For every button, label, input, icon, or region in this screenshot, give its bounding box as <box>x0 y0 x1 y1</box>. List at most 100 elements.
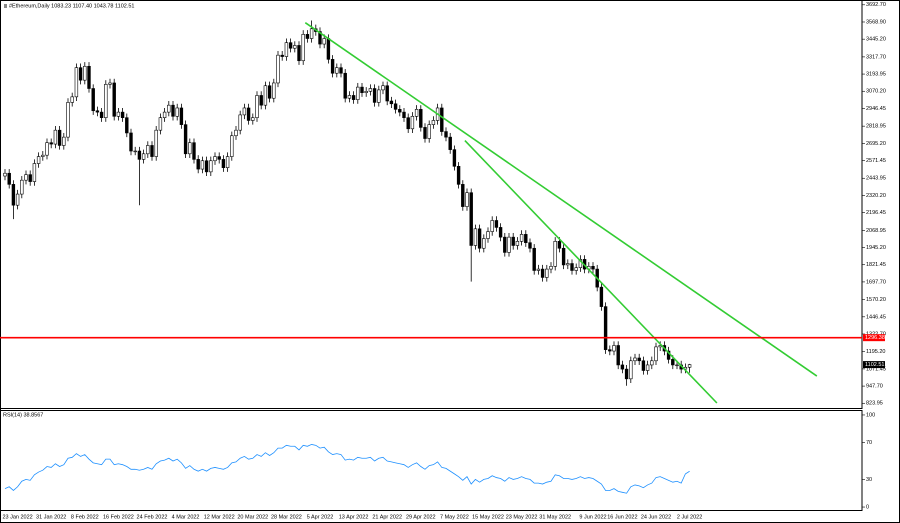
price-label: 1102.51 <box>865 362 884 368</box>
candle-body <box>7 172 11 185</box>
x-tick-label: 16 Feb 2022 <box>103 514 134 520</box>
candle-body <box>272 82 276 99</box>
x-tick-label: 7 May 2022 <box>440 514 469 520</box>
candle-body <box>456 166 461 185</box>
x-tick-label: 23 May 2022 <box>506 514 538 520</box>
candle-body <box>368 88 373 92</box>
candle-body <box>498 227 503 238</box>
x-tick-label: 16 Jun 2022 <box>607 514 637 520</box>
y-tick-label: 2320.20 <box>866 193 886 199</box>
candle-body <box>74 67 79 98</box>
candle-body <box>440 107 444 132</box>
candle-body <box>566 263 570 266</box>
candle-body <box>175 107 179 117</box>
candle-body <box>612 345 616 352</box>
x-tick-label: 5 Apr 2022 <box>307 514 334 520</box>
candle-body <box>116 111 121 117</box>
y-tick-label: 3070.20 <box>866 89 886 95</box>
candle-body <box>448 136 452 150</box>
candle-body <box>150 145 154 157</box>
candle-body <box>104 84 108 118</box>
x-tick-label: 4 Mar 2022 <box>172 514 200 520</box>
candle-body <box>234 129 238 137</box>
candle-body <box>32 163 37 182</box>
y-tick-label: 30 <box>866 477 872 483</box>
x-tick-label: 2 Jul 2022 <box>677 514 702 520</box>
y-tick-label: 3568.90 <box>866 19 886 25</box>
candle-body <box>410 115 415 130</box>
candle-body <box>238 114 242 131</box>
candle-body <box>62 136 66 146</box>
candle-body <box>288 42 293 49</box>
y-tick-label: 3193.95 <box>866 72 886 78</box>
candle-body <box>125 117 129 134</box>
candle-body <box>217 156 221 160</box>
y-tick-label: 1195.20 <box>866 349 885 355</box>
y-tick-label: 70 <box>866 440 872 446</box>
rsi-title: RSI(14) 38.8567 <box>3 412 43 418</box>
candle-body <box>41 154 45 157</box>
y-tick-label: 1821.45 <box>866 262 886 268</box>
candle-body <box>645 364 650 371</box>
candle-body <box>146 145 150 155</box>
candle-body <box>444 131 448 138</box>
y-tick-label: 2571.45 <box>866 158 886 164</box>
candle-body <box>179 107 184 125</box>
candle-body <box>24 174 28 181</box>
candle-body <box>553 241 557 267</box>
candle-body <box>540 268 545 278</box>
candle-body <box>339 67 343 74</box>
candle-body <box>66 102 70 138</box>
candle-body <box>209 160 213 173</box>
level-label: 1296.38 <box>865 335 885 341</box>
candle-body <box>78 67 83 81</box>
candle-body <box>423 127 427 139</box>
candle-body <box>641 360 646 371</box>
x-tick-label: 8 Feb 2022 <box>71 514 99 520</box>
candle-body <box>162 111 167 118</box>
candle-body <box>305 34 310 39</box>
y-tick-label: 1697.70 <box>866 279 886 285</box>
symbol-icon <box>4 4 7 8</box>
y-tick-label: 3692.70 <box>866 2 886 8</box>
x-tick-label: 12 Mar 2022 <box>204 514 235 520</box>
candle-body <box>616 345 620 366</box>
candle-body <box>486 231 490 239</box>
candle-body <box>91 88 95 112</box>
candle-body <box>545 268 549 278</box>
x-tick-label: 31 Jan 2022 <box>36 514 66 520</box>
candle-body <box>141 153 146 160</box>
candle-body <box>246 107 251 121</box>
candle-body <box>624 368 629 380</box>
candle-body <box>687 364 692 368</box>
candle-body <box>515 241 520 246</box>
candle-body <box>99 111 104 118</box>
candle-body <box>650 360 654 366</box>
x-tick-label: 9 Jun 2022 <box>579 514 606 520</box>
candle-body <box>171 104 175 117</box>
candle-body <box>507 236 511 253</box>
candle-body <box>335 67 339 74</box>
y-tick-label: 947.70 <box>866 384 883 390</box>
candle-body <box>204 160 209 173</box>
y-tick-label: 3445.20 <box>866 37 886 43</box>
candle-body <box>213 156 217 162</box>
trend-line <box>464 140 718 404</box>
candle-body <box>406 117 410 130</box>
candle-body <box>251 117 255 121</box>
candle-body <box>83 65 87 81</box>
candle-body <box>511 236 515 246</box>
y-tick-label: 1446.45 <box>866 314 886 320</box>
x-tick-label: 24 Feb 2022 <box>137 514 168 520</box>
x-tick-label: 20 Mar 2022 <box>237 514 268 520</box>
y-tick-label: 2443.95 <box>866 176 886 182</box>
candle-body <box>108 82 112 85</box>
candle-body <box>372 88 377 103</box>
y-tick-label: 3317.70 <box>866 54 886 60</box>
level-label-box <box>863 334 885 342</box>
candle-body <box>293 45 297 49</box>
candle-body <box>574 267 578 271</box>
price-label-box <box>863 361 885 369</box>
candle-body <box>599 286 604 307</box>
